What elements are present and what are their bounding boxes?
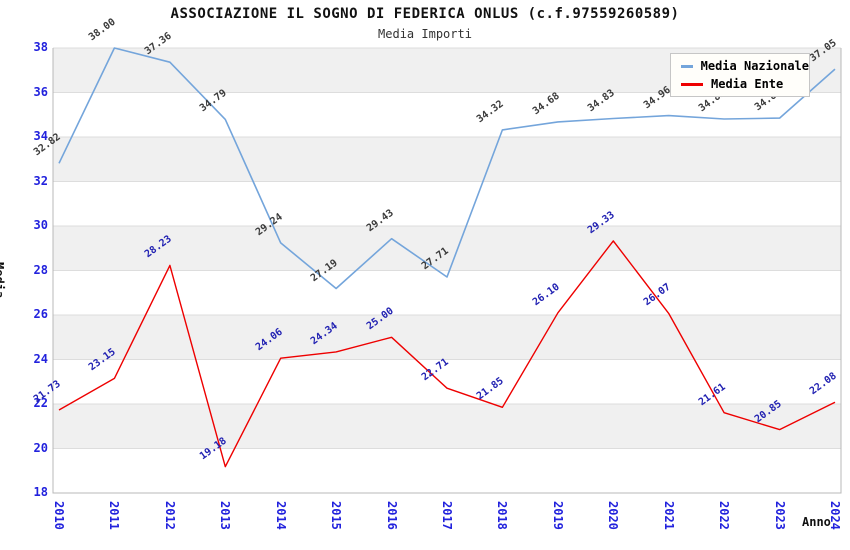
x-tick-label: 2012	[162, 501, 177, 530]
legend-item: Media Nazionale	[681, 59, 809, 73]
y-tick-label: 34	[33, 129, 48, 143]
x-tick-label: 2010	[52, 501, 66, 530]
x-tick-label: 2023	[772, 501, 787, 530]
legend: Media Nazionale Media Ente	[670, 53, 810, 97]
legend-item: Media Ente	[681, 77, 809, 91]
y-tick-label: 36	[33, 84, 48, 99]
y-tick-label: 20	[33, 440, 48, 455]
legend-swatch-icon	[681, 64, 693, 68]
y-tick-label: 26	[33, 307, 48, 321]
x-tick-label: 2014	[273, 501, 288, 530]
x-axis-label: Anno	[802, 515, 831, 529]
y-tick-label: 18	[33, 485, 48, 499]
y-tick-label: 24	[33, 351, 48, 366]
y-tick-label: 38	[33, 40, 48, 54]
series-line-media-nazionale	[58, 47, 836, 290]
x-tick-label: 2017	[440, 501, 454, 530]
series-line-media-ente	[58, 240, 836, 468]
band	[53, 315, 841, 360]
x-tick-label: 2019	[550, 501, 565, 530]
legend-item-label: Media Ente	[711, 77, 784, 91]
y-tick-label: 28	[33, 262, 48, 277]
x-tick-label: 2022	[717, 501, 732, 530]
y-tick-label: 30	[33, 218, 48, 232]
band	[53, 226, 841, 271]
x-tick-label: 2021	[661, 501, 676, 530]
legend-swatch-icon	[681, 82, 703, 86]
x-tick-label: 2016	[384, 501, 399, 530]
x-tick-label: 2011	[107, 501, 122, 530]
band	[53, 404, 841, 449]
x-tick-label: 2024	[828, 501, 842, 530]
band	[53, 137, 841, 182]
plot-border	[52, 48, 842, 494]
legend-item-label: Media Nazionale	[700, 59, 809, 73]
y-tick-label: 22	[33, 396, 48, 410]
chart-title: ASSOCIAZIONE IL SOGNO DI FEDERICA ONLUS …	[170, 6, 680, 22]
y-tick-label: 32	[33, 173, 48, 188]
x-tick-label: 2018	[495, 501, 510, 530]
x-tick-label: 2013	[218, 501, 233, 530]
x-tick-label: 2020	[606, 501, 621, 530]
x-tick-label: 2015	[329, 501, 344, 530]
chart-subtitle: Media Importi	[378, 27, 472, 41]
